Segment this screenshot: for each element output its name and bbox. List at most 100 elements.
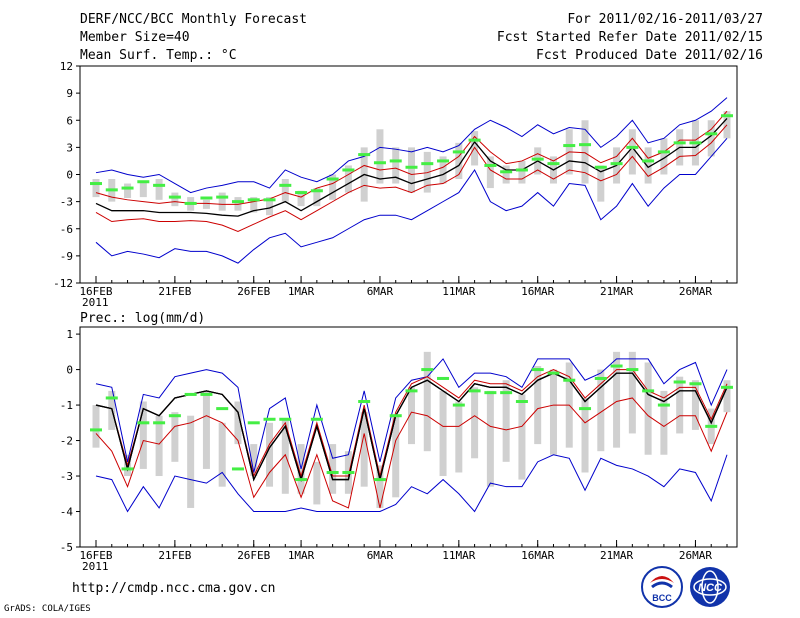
spread-bar [218, 192, 226, 211]
ensemble-median-mark [263, 417, 276, 421]
svg-text:BCC: BCC [652, 593, 672, 603]
x-tick-label: 16MAR [521, 549, 554, 562]
y-tick-label: -3 [60, 470, 73, 483]
spread-bar [266, 197, 274, 216]
y-tick-label: -4 [60, 506, 74, 519]
ensemble-median-mark [515, 168, 528, 172]
ensemble-median-mark [626, 368, 639, 372]
ensemble-median-mark [153, 421, 166, 425]
series-max-line [95, 358, 728, 473]
spread-bar [723, 380, 731, 413]
spread-bar [628, 129, 636, 175]
ensemble-median-mark [579, 407, 592, 411]
spread-bar [423, 351, 431, 452]
spread-bar [218, 422, 226, 487]
ensemble-median-mark [247, 421, 260, 425]
y-tick-label: 1 [66, 328, 73, 341]
ensemble-median-mark [121, 467, 134, 471]
spread-bar [644, 362, 652, 455]
spread-bar [581, 397, 589, 473]
x-tick-label: 1MAR [288, 285, 315, 298]
x-tick-label: 21MAR [600, 549, 633, 562]
ensemble-median-mark [200, 392, 213, 396]
spread-bar [660, 138, 668, 175]
forecast-period: For 2011/02/16-2011/03/27 [567, 12, 763, 27]
spread-bar [281, 419, 289, 494]
ensemble-median-mark [579, 143, 592, 147]
ensemble-median-mark [105, 396, 118, 400]
y-tick-label: -9 [60, 250, 73, 263]
spread-bar [644, 147, 652, 184]
spread-bar [392, 415, 400, 498]
spread-bar [518, 160, 526, 184]
ensemble-median-mark [184, 392, 197, 396]
ensemble-median-mark [389, 159, 402, 163]
spread-bar [439, 156, 447, 184]
series-mean_alt-line [95, 372, 728, 482]
spread-bar [455, 142, 463, 180]
ensemble-median-mark [421, 162, 434, 166]
spread-bar [376, 465, 384, 508]
ensemble-median-mark [452, 150, 465, 154]
ensemble-median-mark [295, 191, 308, 195]
ensemble-median-mark [468, 138, 481, 142]
spread-bar [534, 366, 542, 445]
x-year-label: 2011 [82, 296, 109, 309]
ensemble-median-mark [563, 378, 576, 382]
y-tick-label: 0 [66, 364, 73, 377]
ensemble-median-mark [279, 183, 292, 187]
spread-bar [392, 147, 400, 184]
x-tick-label: 26MAR [679, 549, 712, 562]
spread-bar [202, 390, 210, 469]
ensemble-median-mark [389, 414, 402, 418]
ensemble-median-mark [594, 165, 607, 169]
spread-bar [202, 199, 210, 209]
ensemble-median-mark [295, 478, 308, 482]
y-tick-label: -12 [53, 277, 73, 290]
ensemble-median-mark [279, 417, 292, 421]
series-upper-line [95, 110, 728, 205]
precip-title: Prec.: log(mm/d) [80, 311, 205, 326]
x-tick-label: 21FEB [158, 285, 191, 298]
ncc-logo: NCC [690, 567, 730, 607]
ensemble-median-mark [90, 182, 102, 186]
ensemble-median-mark [263, 198, 276, 202]
spread-bar [597, 369, 605, 452]
spread-bar [297, 190, 305, 207]
x-tick-label: 1MAR [288, 549, 315, 562]
spread-bar [486, 390, 494, 487]
ensemble-median-mark [500, 170, 513, 174]
ensemble-median-mark [626, 145, 639, 149]
ensemble-median-mark [216, 407, 229, 411]
ensemble-median-mark [358, 153, 371, 157]
ensemble-median-mark [421, 368, 434, 372]
ensemble-median-mark [137, 180, 150, 184]
y-tick-label: 6 [66, 114, 73, 127]
grads-credit: GrADS: COLA/IGES [4, 604, 91, 614]
spread-bar [691, 380, 699, 430]
forecast-start-date: Fcst Started Refer Date 2011/02/15 [496, 30, 763, 45]
spread-bar [155, 415, 163, 477]
ensemble-median-mark [373, 161, 386, 165]
forecast-produced-date: Fcst Produced Date 2011/02/16 [536, 48, 763, 63]
ensemble-median-mark [594, 376, 607, 380]
spread-bar [250, 444, 258, 477]
x-tick-label: 26FEB [237, 285, 270, 298]
spread-bar [171, 192, 179, 207]
spread-bar [360, 412, 368, 487]
ensemble-median-mark [310, 417, 323, 421]
x-tick-label: 26FEB [237, 549, 270, 562]
x-tick-label: 6MAR [367, 285, 394, 298]
ensemble-median-mark [231, 200, 244, 204]
spread-bar [660, 390, 668, 455]
ensemble-median-mark [121, 186, 134, 190]
series-max-line [95, 97, 728, 194]
spread-bar [139, 181, 147, 198]
ensemble-median-mark [342, 168, 355, 172]
x-year-label: 2011 [82, 560, 109, 573]
spread-bar [408, 387, 415, 445]
ensemble-median-mark [547, 162, 560, 166]
spread-bar [266, 422, 274, 487]
source-url[interactable]: http://cmdp.ncc.cma.gov.cn [72, 581, 276, 596]
